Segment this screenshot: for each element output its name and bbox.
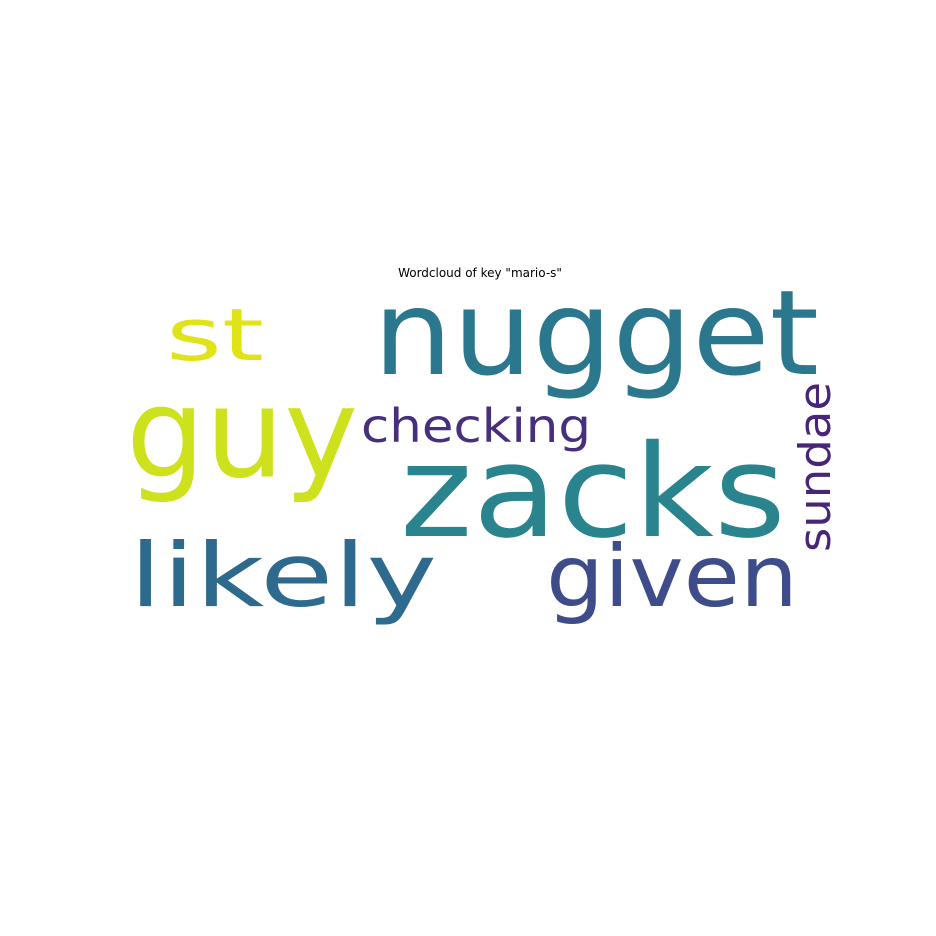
word-sundae: sundae [790, 382, 841, 552]
chart-title: Wordcloud of key "mario-s" [398, 266, 562, 280]
word-nugget: nugget [373, 264, 819, 402]
word-zacks: zacks [400, 418, 786, 567]
word-checking: checking [361, 399, 591, 453]
word-likely: likely [129, 524, 437, 627]
word-st: st [166, 293, 264, 377]
word-given: given [546, 527, 798, 627]
word-guy: guy [126, 362, 358, 506]
